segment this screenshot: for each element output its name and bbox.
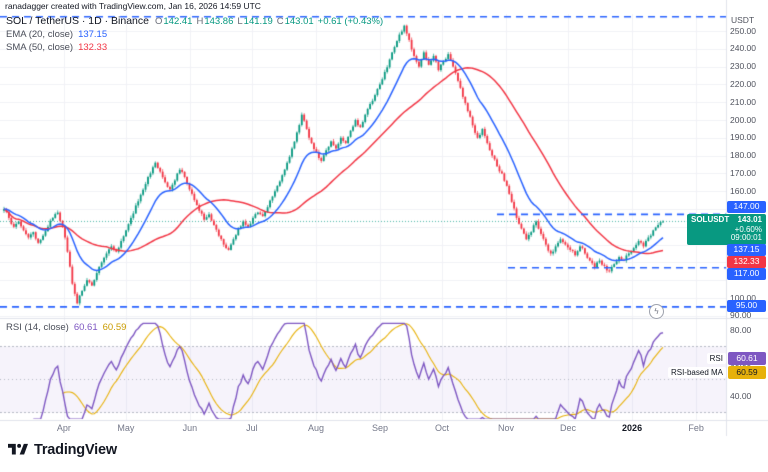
rsi-legend-name: RSI (14, close) — [6, 322, 69, 333]
rsi-tag: RSI — [706, 353, 726, 364]
sma-price-label: 132.33 — [727, 256, 766, 268]
symbol-title[interactable]: SOL / TetherUS · 1D · Binance — [6, 15, 149, 27]
time-axis-label: Jun — [182, 423, 198, 433]
level-price-label: 95.00 — [727, 300, 766, 312]
tradingview-logomark — [8, 443, 28, 455]
time-axis-label: Apr — [56, 423, 71, 433]
rsi-ma-tag: RSI-based MA — [667, 367, 726, 378]
rsi-legend[interactable]: RSI (14, close) 60.61 60.59 — [6, 322, 126, 333]
price-axis-tick: 230.00 — [730, 61, 756, 72]
symbol-legend: SOL / TetherUS · 1D · Binance O142.41 H1… — [6, 15, 383, 54]
rsi-axis-tick: 40.00 — [730, 390, 752, 401]
low-value: L141.19 — [237, 16, 273, 27]
price-axis-unit: USDT — [731, 15, 755, 25]
time-axis-label: 2026 — [622, 423, 643, 433]
time-axis-label: Feb — [688, 423, 704, 433]
price-axis-tick: 100.00 — [730, 292, 756, 303]
flash-order-icon[interactable]: ϟ — [649, 304, 664, 319]
ohlc-values: O142.41 H143.86 L141.19 C143.01 +0.61 (+… — [155, 15, 383, 28]
rsi-ma-axis-value: 60.59 — [728, 366, 766, 379]
time-axis-label: Dec — [560, 423, 577, 433]
time-axis-label: May — [117, 423, 135, 433]
time-axis-label: Oct — [434, 423, 449, 433]
level-price-label: 147.00 — [727, 201, 766, 213]
last-price-symbol: SOLUSDT — [691, 215, 730, 224]
time-axis-label: Nov — [498, 423, 515, 433]
tradingview-wordmark: TradingView — [34, 442, 117, 458]
price-axis-tick: 200.00 — [730, 114, 756, 125]
sma-legend-name: SMA (50, close) — [6, 42, 74, 53]
ema-legend-name: EMA (20, close) — [6, 29, 74, 40]
last-price-change: +0.60% — [734, 224, 762, 234]
ema-price-label: 137.15 — [727, 244, 766, 256]
high-value: H143.86 — [196, 16, 234, 27]
rsi-axis-value: 60.61 — [728, 352, 766, 365]
price-axis-tick: 90.00 — [730, 310, 752, 321]
rsi-legend-value: 60.61 — [73, 322, 98, 333]
price-axis-tick: 220.00 — [730, 78, 756, 89]
price-axis-tick: 250.00 — [730, 25, 756, 36]
price-axis-tick: 190.00 — [730, 132, 756, 143]
ema-legend[interactable]: EMA (20, close) 137.15 — [6, 28, 383, 41]
rsi-axis-label: RSI 60.61 — [640, 352, 766, 365]
ema-legend-value: 137.15 — [78, 29, 108, 40]
time-axis-label: Jul — [246, 423, 258, 433]
price-axis-tick: 180.00 — [730, 150, 756, 161]
price-axis-tick: 160.00 — [730, 185, 756, 196]
last-price-label: SOLUSDT 143.01 +0.60% 09:00:01 — [687, 214, 766, 245]
price-axis-tick: 210.00 — [730, 96, 756, 107]
credit-line: ranadagger created with TradingView.com,… — [5, 1, 261, 11]
tradingview-logo[interactable]: TradingView — [8, 442, 117, 458]
open-value: O142.41 — [154, 16, 193, 27]
rsi-ma-axis-label: RSI-based MA 60.59 — [640, 366, 766, 379]
last-price-value: 143.01 — [737, 215, 762, 224]
change-value: +0.61 (+0.43%) — [317, 16, 384, 27]
time-axis-label: Sep — [371, 423, 389, 433]
sma-legend-value: 132.33 — [78, 42, 108, 53]
price-axis-tick: 170.00 — [730, 167, 756, 178]
close-value: C143.01 — [276, 16, 314, 27]
rsi-ma-legend-value: 60.59 — [102, 322, 127, 333]
price-axis-tick: 240.00 — [730, 43, 756, 54]
bar-close-countdown: 09:00:01 — [730, 233, 762, 242]
sma-legend[interactable]: SMA (50, close) 132.33 — [6, 41, 383, 54]
level-price-label: 117.00 — [727, 268, 766, 280]
time-axis-label: Aug — [307, 423, 324, 433]
rsi-axis-tick: 80.00 — [730, 324, 752, 335]
